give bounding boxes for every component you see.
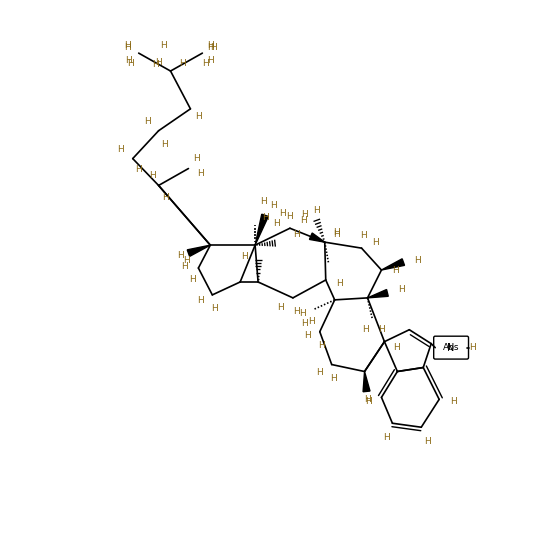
- Polygon shape: [363, 371, 370, 392]
- Text: H: H: [207, 56, 214, 64]
- Text: H: H: [364, 395, 371, 404]
- Text: H: H: [393, 343, 400, 352]
- Text: H: H: [330, 374, 337, 383]
- Text: H: H: [262, 213, 268, 222]
- Text: H: H: [313, 206, 320, 215]
- Text: H: H: [193, 154, 200, 163]
- Text: H: H: [135, 165, 142, 174]
- Text: H: H: [316, 368, 323, 377]
- Text: H: H: [207, 43, 214, 52]
- Text: H: H: [155, 58, 162, 67]
- Text: H: H: [197, 296, 204, 305]
- Text: H: H: [125, 56, 132, 64]
- Text: H: H: [365, 397, 372, 406]
- Text: H: H: [305, 331, 311, 340]
- Text: H: H: [287, 212, 293, 221]
- Text: H: H: [278, 304, 284, 312]
- Text: H: H: [300, 216, 307, 225]
- Text: H: H: [362, 325, 369, 334]
- Text: Abs: Abs: [443, 343, 460, 352]
- Text: H: H: [161, 140, 168, 149]
- Text: H: H: [207, 41, 214, 50]
- Polygon shape: [255, 214, 268, 245]
- Text: H: H: [181, 262, 188, 271]
- Text: H: H: [337, 279, 343, 288]
- Text: H: H: [211, 304, 218, 314]
- Text: H: H: [273, 219, 281, 228]
- Text: H: H: [414, 256, 421, 265]
- Text: H: H: [279, 209, 287, 218]
- Polygon shape: [187, 245, 210, 256]
- Text: H: H: [301, 319, 308, 328]
- Text: H: H: [469, 343, 477, 352]
- Text: H: H: [372, 238, 379, 246]
- Polygon shape: [310, 233, 325, 242]
- Text: H: H: [183, 256, 190, 265]
- Text: H: H: [333, 228, 340, 236]
- Text: H: H: [309, 317, 315, 326]
- Text: H: H: [378, 325, 385, 334]
- Text: H: H: [149, 171, 156, 180]
- FancyBboxPatch shape: [434, 336, 468, 359]
- Text: H: H: [197, 169, 204, 178]
- Text: H: H: [177, 251, 184, 260]
- Text: H: H: [301, 210, 308, 219]
- Text: H: H: [241, 251, 248, 261]
- Polygon shape: [367, 289, 388, 298]
- Text: H: H: [424, 437, 430, 446]
- Text: H: H: [179, 59, 186, 68]
- Text: H: H: [162, 193, 169, 202]
- Text: H: H: [318, 341, 325, 350]
- Text: H: H: [195, 112, 202, 122]
- Text: H: H: [260, 197, 266, 206]
- Text: H: H: [144, 117, 151, 126]
- Text: H: H: [450, 397, 456, 406]
- Text: H: H: [300, 309, 306, 318]
- Text: H: H: [383, 433, 390, 442]
- Text: N: N: [447, 343, 455, 353]
- Text: H: H: [189, 276, 196, 284]
- Text: H: H: [360, 230, 367, 240]
- Text: H: H: [117, 145, 124, 154]
- Text: H: H: [392, 266, 399, 274]
- Text: H: H: [127, 59, 134, 68]
- Text: H: H: [202, 59, 209, 68]
- Text: H: H: [152, 59, 159, 69]
- Text: H: H: [160, 41, 167, 50]
- Text: H: H: [125, 43, 131, 52]
- Text: H: H: [210, 43, 217, 52]
- Text: H: H: [270, 201, 276, 210]
- Text: H: H: [398, 285, 405, 294]
- Text: H: H: [333, 230, 340, 239]
- Text: H: H: [294, 230, 300, 239]
- Text: H: H: [125, 41, 131, 50]
- Polygon shape: [382, 259, 405, 270]
- Text: H: H: [294, 307, 300, 316]
